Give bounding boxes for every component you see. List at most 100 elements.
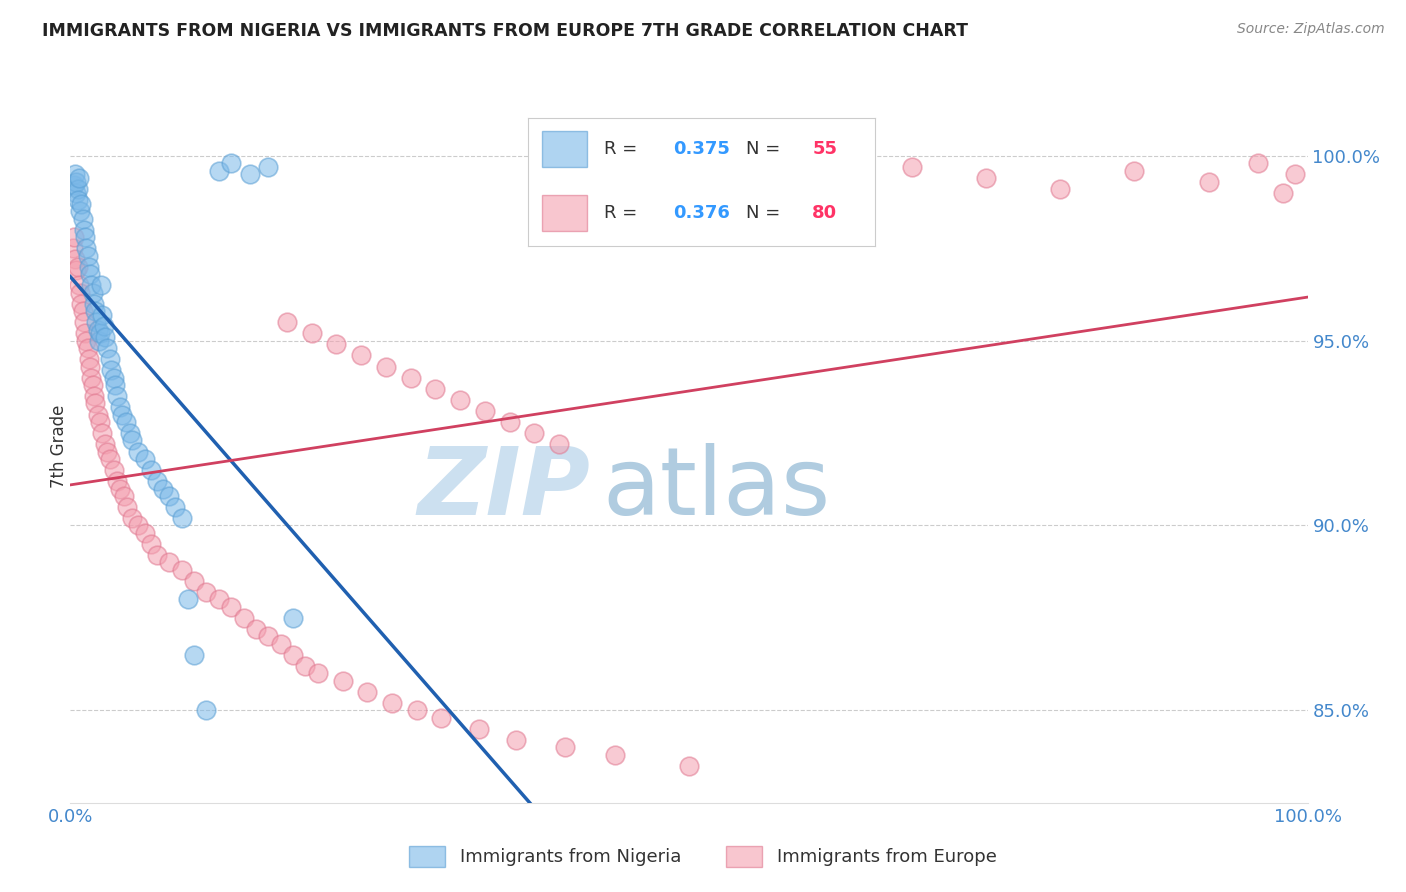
Point — [425, 382, 447, 396]
Point — [108, 482, 131, 496]
Point — [69, 204, 91, 219]
Point — [134, 525, 156, 540]
Point — [134, 452, 156, 467]
Point — [103, 463, 125, 477]
Point — [146, 548, 169, 562]
Point — [974, 170, 997, 185]
Point — [301, 326, 323, 341]
Point — [63, 178, 86, 193]
Point — [208, 592, 231, 607]
Point — [96, 341, 118, 355]
Point — [356, 685, 378, 699]
Point — [603, 747, 626, 762]
Point — [115, 500, 138, 514]
Point — [91, 308, 114, 322]
Point — [75, 230, 97, 244]
Point — [121, 434, 143, 448]
Point — [77, 352, 100, 367]
Point — [105, 474, 128, 488]
Point — [127, 518, 149, 533]
Point — [139, 463, 162, 477]
Point — [276, 315, 298, 329]
Point — [82, 285, 104, 300]
Text: Source: ZipAtlas.com: Source: ZipAtlas.com — [1237, 22, 1385, 37]
Point — [94, 437, 117, 451]
Point — [498, 415, 520, 429]
Point — [112, 489, 135, 503]
Point — [94, 330, 117, 344]
Text: ZIP: ZIP — [418, 442, 591, 535]
Legend: Immigrants from Nigeria, Immigrants from Europe: Immigrants from Nigeria, Immigrants from… — [402, 838, 1004, 874]
Point — [139, 537, 162, 551]
Point — [84, 315, 107, 329]
Point — [467, 722, 489, 736]
Point — [82, 378, 104, 392]
Point — [523, 425, 546, 440]
Point — [79, 267, 101, 281]
Point — [91, 425, 114, 440]
Point — [1247, 156, 1270, 170]
Point — [405, 703, 427, 717]
Y-axis label: 7th Grade: 7th Grade — [51, 404, 67, 488]
Point — [105, 389, 128, 403]
Point — [270, 637, 292, 651]
Point — [86, 408, 108, 422]
Point — [62, 241, 84, 255]
Point — [66, 182, 89, 196]
Point — [80, 370, 103, 384]
Point — [73, 223, 96, 237]
Point — [195, 703, 218, 717]
Point — [65, 263, 87, 277]
Point — [65, 252, 87, 267]
Point — [208, 163, 231, 178]
Point — [554, 740, 576, 755]
Point — [118, 425, 141, 440]
Point — [89, 415, 111, 429]
Point — [76, 341, 98, 355]
Point — [449, 392, 471, 407]
Point — [232, 611, 254, 625]
Point — [827, 178, 849, 193]
Point — [239, 167, 262, 181]
Point — [183, 648, 205, 662]
Point — [257, 160, 280, 174]
Point — [1049, 182, 1071, 196]
Point — [505, 733, 527, 747]
Point — [90, 278, 112, 293]
Point — [63, 230, 86, 244]
Point — [146, 474, 169, 488]
Point — [65, 175, 87, 189]
Point — [79, 359, 101, 374]
Point — [325, 337, 347, 351]
Point — [66, 260, 89, 274]
Point — [104, 378, 127, 392]
Point — [65, 167, 87, 181]
Point — [67, 170, 90, 185]
Point — [84, 304, 107, 318]
Point — [157, 489, 180, 503]
Point — [195, 585, 218, 599]
Point — [245, 622, 267, 636]
Point — [183, 574, 205, 588]
Point — [70, 196, 93, 211]
Point — [332, 673, 354, 688]
Point — [75, 334, 97, 348]
Point — [430, 711, 453, 725]
Point — [1271, 186, 1294, 200]
Point — [96, 444, 118, 458]
Point — [374, 359, 396, 374]
Point — [111, 408, 134, 422]
Point — [170, 563, 193, 577]
Point — [108, 400, 131, 414]
Text: atlas: atlas — [602, 442, 831, 535]
Point — [98, 452, 121, 467]
Point — [474, 404, 496, 418]
Point — [294, 659, 316, 673]
Point — [70, 296, 93, 310]
Point — [76, 249, 98, 263]
Point — [165, 500, 187, 514]
Point — [83, 296, 105, 310]
Point — [548, 437, 571, 451]
Point — [219, 156, 242, 170]
Point — [1198, 175, 1220, 189]
